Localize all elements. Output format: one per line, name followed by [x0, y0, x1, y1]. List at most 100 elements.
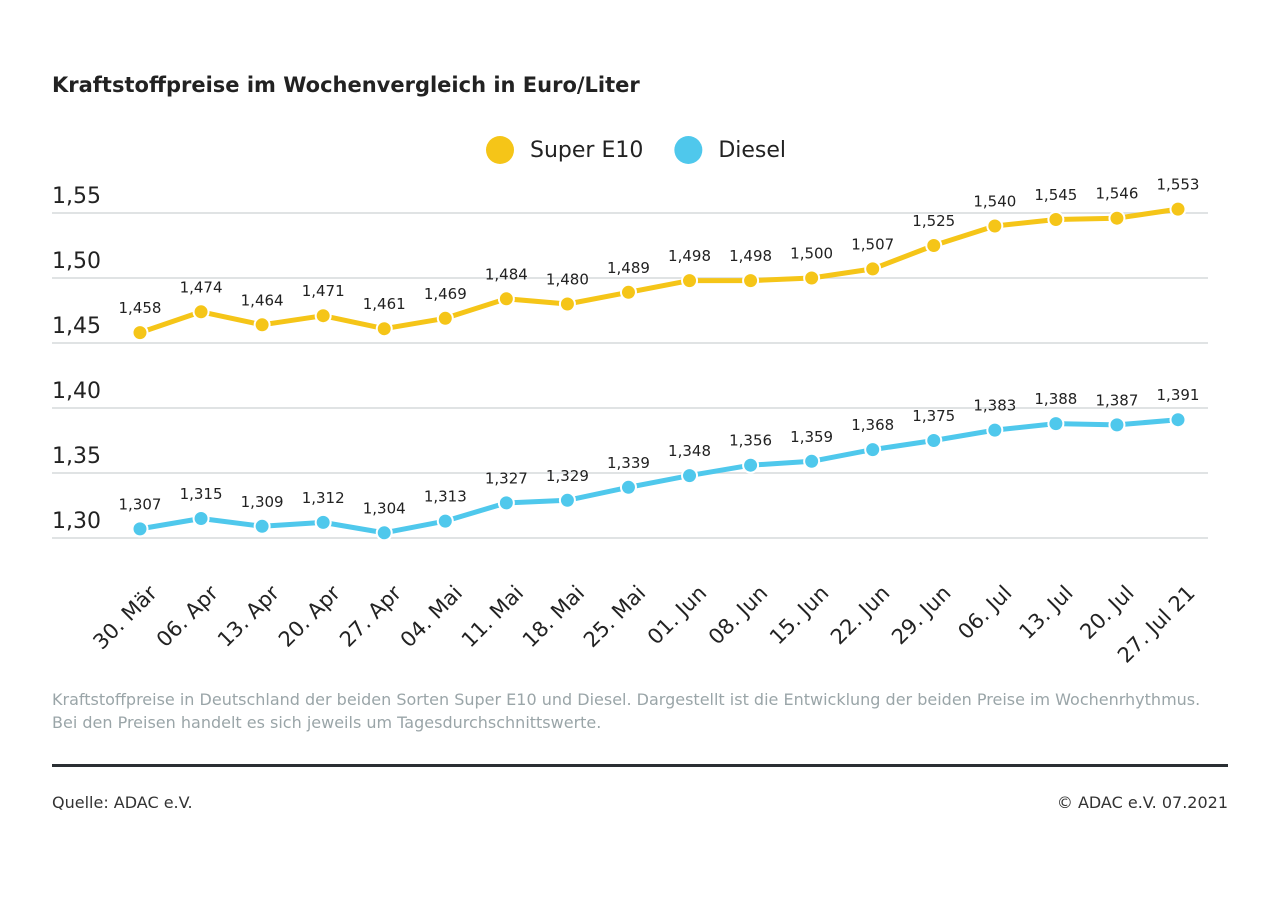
- data-point: [375, 320, 393, 338]
- data-point: [1047, 211, 1065, 228]
- x-tick-label: 06. Jul: [953, 581, 1016, 644]
- data-point: [131, 324, 149, 342]
- data-label: 1,304: [363, 499, 406, 517]
- data-point: [253, 316, 271, 334]
- data-point: [864, 441, 882, 459]
- copyright: © ADAC e.V. 07.2021: [1056, 793, 1228, 812]
- data-label: 1,525: [912, 212, 955, 230]
- chart-title: Kraftstoffpreise im Wochenvergleich in E…: [52, 73, 640, 97]
- legend-marker: [486, 136, 514, 164]
- data-label: 1,461: [363, 295, 406, 313]
- data-label: 1,498: [668, 247, 711, 265]
- y-tick-label: 1,35: [52, 444, 101, 469]
- x-tick-label: 15. Jun: [765, 581, 834, 650]
- data-point: [742, 272, 760, 290]
- source: Quelle: ADAC e.V.: [52, 793, 193, 812]
- x-tick-label: 06. Apr: [152, 581, 223, 652]
- x-tick-label: 27. Apr: [335, 581, 406, 652]
- chart-note: Kraftstoffpreise in Deutschland der beid…: [52, 690, 1201, 732]
- data-point: [742, 456, 760, 474]
- x-tick-label: 04. Mai: [396, 581, 467, 652]
- data-label: 1,464: [241, 291, 284, 309]
- series-line: [139, 417, 1179, 536]
- x-tick-label: 11. Mai: [457, 581, 528, 652]
- data-label: 1,387: [1095, 391, 1138, 409]
- data-point: [864, 260, 882, 278]
- y-tick-label: 1,30: [52, 509, 101, 534]
- data-point: [131, 520, 149, 538]
- data-point: [619, 283, 637, 301]
- data-point: [986, 217, 1004, 235]
- data-label: 1,498: [729, 247, 772, 265]
- data-label: 1,545: [1034, 186, 1077, 204]
- data-label: 1,313: [424, 488, 467, 506]
- x-tick-label: 30. Mär: [88, 581, 162, 655]
- x-tick-label: 13. Jul: [1014, 581, 1077, 644]
- data-point: [803, 269, 821, 287]
- data-point: [558, 295, 576, 313]
- x-tick-label: 22. Jun: [826, 581, 895, 650]
- data-label: 1,471: [302, 282, 345, 300]
- data-point: [1169, 411, 1187, 429]
- data-label: 1,368: [851, 416, 894, 434]
- data-label: 1,359: [790, 428, 833, 446]
- data-point: [681, 467, 699, 485]
- data-point: [1047, 415, 1065, 433]
- data-label: 1,309: [241, 493, 284, 511]
- y-tick-label: 1,45: [52, 314, 101, 339]
- x-tick-label: 08. Jun: [704, 581, 773, 650]
- data-label: 1,388: [1034, 390, 1077, 408]
- data-label: 1,315: [180, 485, 223, 503]
- data-label: 1,484: [485, 265, 528, 283]
- data-label: 1,348: [668, 442, 711, 460]
- data-label: 1,339: [607, 454, 650, 472]
- y-tick-label: 1,40: [52, 379, 101, 404]
- data-point: [314, 513, 332, 531]
- data-point: [803, 452, 821, 470]
- data-point: [925, 432, 943, 449]
- y-tick-label: 1,55: [52, 184, 101, 209]
- data-label: 1,507: [851, 235, 894, 253]
- data-point: [1108, 416, 1126, 434]
- x-tick-label: 29. Jun: [887, 581, 956, 650]
- data-point: [375, 524, 393, 542]
- x-tick-label: 01. Jun: [643, 581, 712, 650]
- data-label: 1,327: [485, 469, 528, 487]
- data-label: 1,474: [180, 278, 223, 296]
- legend-label: Super E10: [530, 138, 643, 163]
- data-point: [558, 491, 576, 509]
- data-point: [253, 517, 271, 535]
- x-tick-label: 25. Mai: [579, 581, 650, 652]
- data-point: [986, 421, 1004, 439]
- data-label: 1,458: [119, 299, 162, 317]
- data-label: 1,307: [119, 495, 162, 513]
- data-label: 1,375: [912, 407, 955, 425]
- divider: [52, 764, 1228, 767]
- data-point: [1169, 200, 1187, 218]
- data-point: [925, 237, 943, 254]
- data-point: [436, 512, 454, 530]
- x-tick-label: 13. Apr: [213, 581, 284, 652]
- data-point: [1108, 209, 1126, 227]
- data-label: 1,546: [1095, 185, 1138, 203]
- data-point: [681, 272, 699, 290]
- legend-marker: [674, 136, 703, 164]
- data-label: 1,480: [546, 271, 589, 289]
- data-label: 1,391: [1157, 386, 1200, 404]
- data-point: [192, 510, 210, 527]
- x-tick-label: 18. Mai: [518, 581, 589, 652]
- data-point: [497, 290, 515, 308]
- x-tick-label: 20. Apr: [274, 581, 345, 652]
- data-label: 1,329: [546, 467, 589, 485]
- data-point: [436, 309, 454, 327]
- data-label: 1,469: [424, 285, 467, 303]
- legend-label: Diesel: [718, 138, 786, 163]
- data-point: [192, 303, 210, 321]
- data-label: 1,553: [1157, 176, 1200, 194]
- data-label: 1,312: [302, 489, 345, 507]
- data-label: 1,500: [790, 245, 833, 263]
- y-tick-label: 1,50: [52, 249, 101, 274]
- data-point: [314, 307, 332, 325]
- data-label: 1,356: [729, 432, 772, 450]
- series-line: [139, 206, 1179, 335]
